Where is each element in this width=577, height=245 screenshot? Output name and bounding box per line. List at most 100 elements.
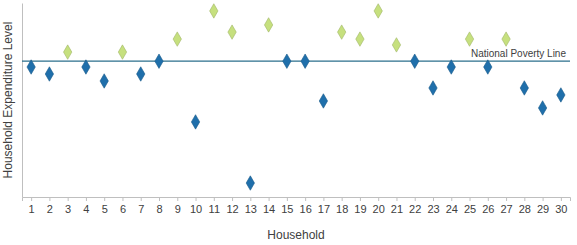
marks <box>22 4 570 190</box>
x-tick-mark <box>214 197 215 201</box>
x-tick: 9 <box>175 197 181 215</box>
x-tick-label: 2 <box>47 203 53 215</box>
x-tick-label: 28 <box>519 203 531 215</box>
x-tick: 24 <box>446 197 458 215</box>
x-tick: 15 <box>281 197 293 215</box>
x-tick-label: 6 <box>120 203 126 215</box>
x-tick-label: 16 <box>300 203 312 215</box>
x-tick-label: 22 <box>409 203 421 215</box>
x-tick-label: 23 <box>427 203 439 215</box>
x-tick: 13 <box>245 197 257 215</box>
x-tick: 21 <box>391 197 403 215</box>
x-axis-title: Household <box>267 228 324 242</box>
point <box>447 60 455 74</box>
x-tick: 23 <box>427 197 439 215</box>
point <box>64 45 72 59</box>
x-tick: 25 <box>464 197 476 215</box>
x-tick-mark <box>122 197 123 201</box>
x-tick-label: 30 <box>555 203 567 215</box>
y-axis-title: Household Expenditure Level <box>1 22 15 179</box>
point <box>210 4 218 18</box>
point <box>264 18 272 32</box>
point <box>429 81 437 95</box>
x-tick: 10 <box>190 197 202 215</box>
x-tick-label: 18 <box>336 203 348 215</box>
point <box>137 67 145 81</box>
x-tick-label: 5 <box>102 203 108 215</box>
x-tick-mark <box>342 197 343 201</box>
x-tick-mark <box>86 197 87 201</box>
x-tick: 20 <box>373 197 385 215</box>
x-tick-label: 24 <box>446 203 458 215</box>
point <box>155 54 163 68</box>
chart: 1234567891011121314151617181920212223242… <box>0 0 577 245</box>
x-tick-label: 10 <box>190 203 202 215</box>
x-tick: 29 <box>537 197 549 215</box>
x-tick-mark <box>396 197 397 201</box>
x-tick-mark <box>49 197 50 201</box>
x-tick-mark <box>177 197 178 201</box>
x-tick: 4 <box>83 197 89 215</box>
x-tick-mark <box>433 197 434 201</box>
x-tick-mark <box>287 197 288 201</box>
x-tick-label: 4 <box>83 203 89 215</box>
x-tick-label: 19 <box>354 203 366 215</box>
point <box>557 88 565 102</box>
x-tick-label: 21 <box>391 203 403 215</box>
x-tick: 30 <box>555 197 567 215</box>
x-tick: 27 <box>500 197 512 215</box>
x-tick-label: 27 <box>500 203 512 215</box>
point <box>484 60 492 74</box>
point <box>411 54 419 68</box>
point <box>100 74 108 88</box>
point <box>301 54 309 68</box>
point <box>502 32 510 46</box>
y-axis-line <box>22 4 23 198</box>
x-tick-mark <box>323 197 324 201</box>
x-tick: 17 <box>318 197 330 215</box>
x-tick: 28 <box>519 197 531 215</box>
x-tick-mark <box>524 197 525 201</box>
x-tick: 26 <box>482 197 494 215</box>
y-axis <box>22 4 23 198</box>
x-tick-label: 7 <box>138 203 144 215</box>
x-tick: 16 <box>300 197 312 215</box>
x-tick-label: 14 <box>263 203 275 215</box>
x-tick-mark <box>250 197 251 201</box>
point <box>228 25 236 39</box>
point <box>173 32 181 46</box>
x-tick-mark <box>561 197 562 201</box>
point <box>118 45 126 59</box>
x-tick-mark <box>305 197 306 201</box>
x-tick-mark <box>104 197 105 201</box>
point <box>374 4 382 18</box>
plot: 1234567891011121314151617181920212223242… <box>22 4 571 215</box>
x-tick: 1 <box>29 197 35 215</box>
x-tick-mark <box>470 197 471 201</box>
x-tick-label: 9 <box>175 203 181 215</box>
x-tick-mark <box>360 197 361 201</box>
point <box>392 38 400 52</box>
x-tick-mark <box>543 197 544 201</box>
point <box>319 94 327 108</box>
point <box>338 25 346 39</box>
x-tick: 14 <box>263 197 275 215</box>
x-tick: 6 <box>120 197 126 215</box>
x-axis: 1234567891011121314151617181920212223242… <box>23 197 571 215</box>
point <box>82 60 90 74</box>
point <box>246 176 254 190</box>
x-tick-label: 1 <box>29 203 35 215</box>
x-tick: 22 <box>409 197 421 215</box>
point <box>465 32 473 46</box>
x-tick-mark <box>31 197 32 201</box>
annotation-label: National Poverty Line <box>471 48 566 59</box>
x-tick-mark <box>141 197 142 201</box>
point <box>538 101 546 115</box>
point <box>45 67 53 81</box>
x-tick: 3 <box>65 197 71 215</box>
x-tick-label: 20 <box>373 203 385 215</box>
x-tick: 12 <box>226 197 238 215</box>
x-tick-label: 12 <box>226 203 238 215</box>
x-tick-mark <box>488 197 489 201</box>
x-tick-label: 17 <box>318 203 330 215</box>
